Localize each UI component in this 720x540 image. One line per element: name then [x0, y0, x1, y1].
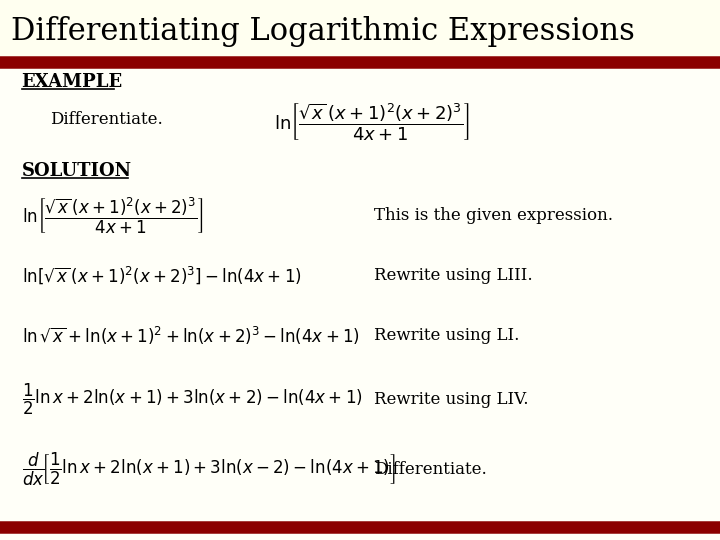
Text: $\ln\!\left[\sqrt{x}\,(x+1)^2(x+2)^3\right] - \ln(4x+1)$: $\ln\!\left[\sqrt{x}\,(x+1)^2(x+2)^3\rig…: [22, 265, 301, 286]
FancyBboxPatch shape: [0, 0, 720, 62]
Text: $\ln\!\left[\dfrac{\sqrt{x}\,(x+1)^2(x+2)^3}{4x+1}\right]$: $\ln\!\left[\dfrac{\sqrt{x}\,(x+1)^2(x+2…: [274, 101, 469, 142]
Text: Differentiate.: Differentiate.: [50, 111, 163, 129]
Text: $\dfrac{d}{dx}\!\left[\dfrac{1}{2}\ln x + 2\ln(x+1)+3\ln(x-2)-\ln(4x+1)\right]$: $\dfrac{d}{dx}\!\left[\dfrac{1}{2}\ln x …: [22, 451, 395, 488]
Text: Rewrite using LIV.: Rewrite using LIV.: [374, 391, 529, 408]
Text: $\ln\!\left[\dfrac{\sqrt{x}\,(x+1)^2(x+2)^3}{4x+1}\right]$: $\ln\!\left[\dfrac{\sqrt{x}\,(x+1)^2(x+2…: [22, 196, 203, 236]
Text: This is the given expression.: This is the given expression.: [374, 207, 613, 225]
Text: Rewrite using LIII.: Rewrite using LIII.: [374, 267, 533, 284]
Text: SOLUTION: SOLUTION: [22, 162, 132, 180]
Text: Differentiate.: Differentiate.: [374, 461, 487, 478]
Text: Differentiating Logarithmic Expressions: Differentiating Logarithmic Expressions: [11, 16, 634, 46]
Text: Rewrite using LI.: Rewrite using LI.: [374, 327, 520, 345]
Text: $\ln\sqrt{x} + \ln(x+1)^2 + \ln(x+2)^3 - \ln(4x+1)$: $\ln\sqrt{x} + \ln(x+1)^2 + \ln(x+2)^3 -…: [22, 325, 359, 347]
Text: $\dfrac{1}{2}\ln x + 2\ln(x+1)+3\ln(x+2)-\ln(4x+1)$: $\dfrac{1}{2}\ln x + 2\ln(x+1)+3\ln(x+2)…: [22, 382, 362, 417]
Text: EXAMPLE: EXAMPLE: [22, 73, 122, 91]
